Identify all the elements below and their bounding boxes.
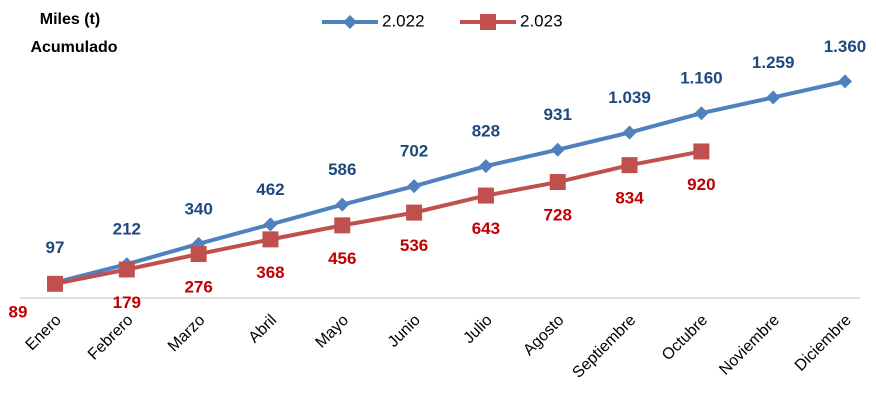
series-line <box>54 79 846 285</box>
x-tick-label: Julio <box>460 312 495 347</box>
marker <box>766 90 781 105</box>
data-label: 643 <box>472 219 500 238</box>
x-tick-label: Febrero <box>85 312 137 364</box>
x-tick-label: Junio <box>385 312 424 351</box>
data-label: 834 <box>615 189 644 208</box>
legend-label: 2.023 <box>520 11 563 30</box>
series-line <box>54 149 702 286</box>
legend-label: 2.022 <box>382 11 425 30</box>
marker <box>477 187 494 204</box>
marker <box>621 157 638 174</box>
marker <box>334 217 351 234</box>
axis-label: Miles (t) <box>40 11 100 28</box>
x-tick-label: Noviembre <box>716 312 783 379</box>
data-label: 536 <box>400 236 428 255</box>
legend-marker <box>480 14 496 30</box>
marker <box>693 143 710 160</box>
x-tick-label: Diciembre <box>792 312 855 375</box>
legend-marker <box>343 15 357 29</box>
data-label: 931 <box>544 105 572 124</box>
data-label: 702 <box>400 142 428 161</box>
marker <box>263 217 278 232</box>
data-label: 728 <box>544 206 572 225</box>
x-tick-label: Septiembre <box>569 312 639 382</box>
data-label: 212 <box>113 220 141 239</box>
axis-label: Acumulado <box>30 39 117 56</box>
data-label: 456 <box>328 249 356 268</box>
data-label: 920 <box>687 175 715 194</box>
data-label: 179 <box>113 293 141 312</box>
marker <box>838 74 852 89</box>
marker <box>47 275 63 292</box>
data-label: 368 <box>256 263 284 282</box>
data-label: 1.259 <box>752 53 795 72</box>
data-label: 340 <box>184 199 212 218</box>
marker <box>406 204 423 221</box>
data-label: 1.160 <box>680 69 723 88</box>
marker <box>335 197 350 212</box>
x-tick-label: Enero <box>23 312 65 354</box>
marker <box>549 174 566 191</box>
x-tick-label: Abril <box>246 312 281 347</box>
data-label: 89 <box>9 302 28 321</box>
data-label: 276 <box>184 278 212 297</box>
marker <box>550 142 565 157</box>
data-label: 828 <box>472 122 500 141</box>
data-label: 97 <box>46 238 65 257</box>
marker <box>262 231 279 248</box>
marker <box>407 179 422 194</box>
data-label: 1.039 <box>608 88 651 107</box>
x-tick-label: Octubre <box>659 312 711 364</box>
marker <box>190 246 207 263</box>
data-label: 462 <box>256 180 284 199</box>
marker <box>622 125 637 140</box>
marker <box>118 261 135 278</box>
marker <box>478 159 493 174</box>
x-tick-label: Marzo <box>165 312 209 356</box>
x-tick-label: Mayo <box>312 312 352 352</box>
data-label: 586 <box>328 160 356 179</box>
marker <box>694 106 709 121</box>
data-label: 1.360 <box>824 37 867 56</box>
x-tick-label: Agosto <box>520 312 567 359</box>
